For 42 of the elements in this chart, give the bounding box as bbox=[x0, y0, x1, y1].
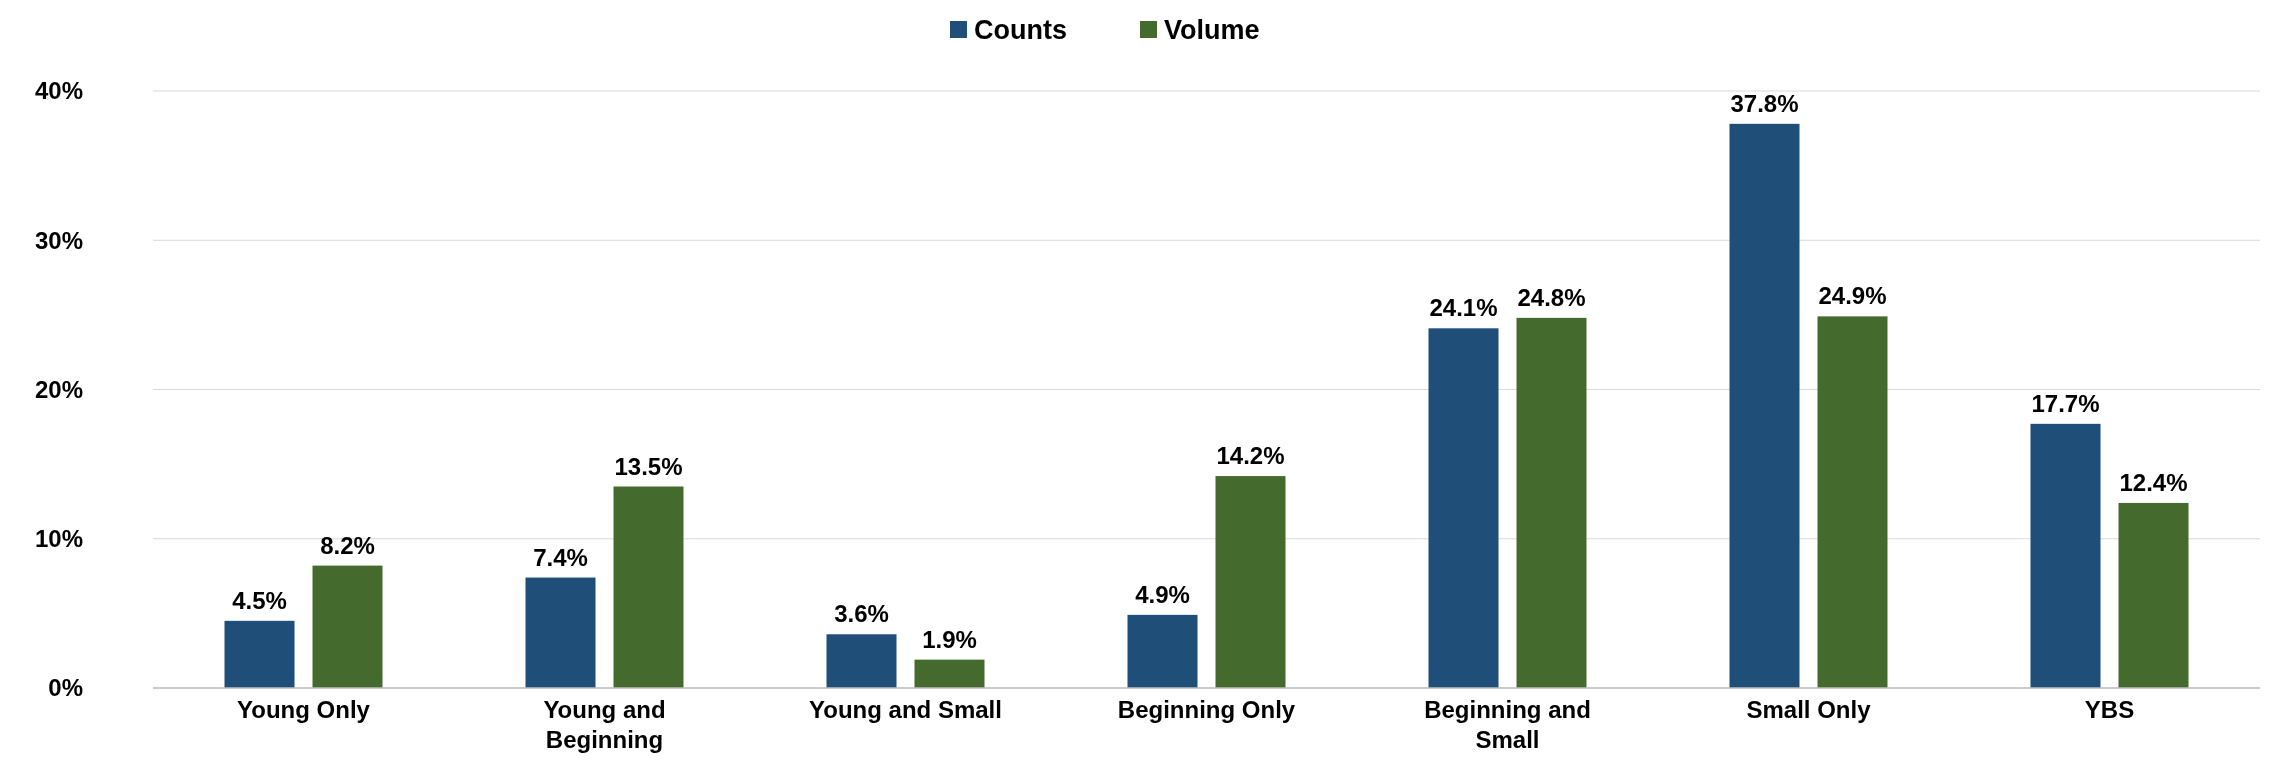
bar bbox=[1127, 614, 1198, 688]
text: 37.8% bbox=[1730, 89, 1799, 117]
text: 24.9% bbox=[1818, 282, 1887, 310]
text: 4.5% bbox=[232, 586, 287, 614]
x-tick-label: Small Only bbox=[1746, 696, 1872, 723]
x-tick-label: Young Only bbox=[237, 696, 371, 723]
bar bbox=[1428, 328, 1499, 688]
bar bbox=[1215, 476, 1286, 688]
x-tick-label: Young and Beginning bbox=[543, 696, 666, 753]
legend-label: Counts bbox=[974, 15, 1067, 46]
x-tick-label: Young and Small bbox=[809, 696, 1002, 723]
text: 14.2% bbox=[1216, 442, 1285, 470]
x-tick-label: Beginning and Small bbox=[1424, 696, 1591, 753]
y-tick-label: 20% bbox=[34, 375, 83, 403]
y-tick-label: 30% bbox=[34, 226, 83, 254]
bar bbox=[1516, 317, 1587, 688]
bar bbox=[312, 565, 383, 688]
bar bbox=[525, 577, 596, 688]
bar bbox=[2118, 502, 2189, 688]
y-tick-label: 10% bbox=[34, 525, 83, 553]
text: 24.1% bbox=[1429, 294, 1498, 322]
y-tick-label: 0% bbox=[48, 674, 83, 702]
bar bbox=[1817, 316, 1888, 688]
text: 1.9% bbox=[922, 625, 977, 653]
text: 12.4% bbox=[2119, 468, 2188, 496]
bar bbox=[914, 659, 985, 688]
text: 13.5% bbox=[614, 452, 683, 480]
text: 7.4% bbox=[533, 543, 588, 571]
text: 17.7% bbox=[2031, 389, 2100, 417]
bar bbox=[1729, 123, 1800, 688]
text: 4.9% bbox=[1135, 580, 1190, 608]
bar bbox=[826, 634, 897, 688]
text: 8.2% bbox=[320, 531, 375, 559]
x-tick-label: Beginning Only bbox=[1117, 696, 1296, 723]
y-tick-label: 40% bbox=[34, 77, 83, 105]
text: 3.6% bbox=[834, 600, 889, 628]
x-tick-label: YBS bbox=[2084, 696, 2135, 723]
text: 24.8% bbox=[1517, 283, 1586, 311]
legend-label: Volume bbox=[1164, 15, 1260, 46]
bar bbox=[613, 486, 684, 688]
bar bbox=[2030, 423, 2101, 688]
bar bbox=[224, 620, 295, 688]
